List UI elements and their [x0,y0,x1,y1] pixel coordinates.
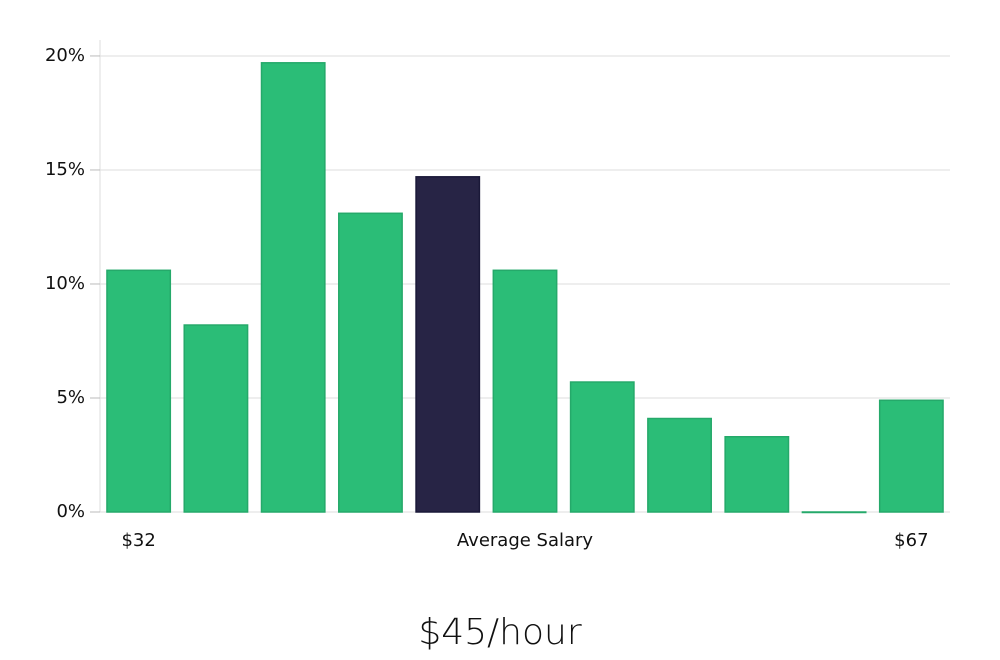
bar [260,62,326,513]
y-tick-label: 0% [56,501,85,522]
chart-subtitle: $45/hour [418,612,582,653]
x-tick-label: $32 [121,530,155,551]
bar [878,399,944,513]
bar [183,324,249,513]
bar [106,269,172,513]
y-tick-label: 10% [45,273,85,294]
bar [569,381,635,513]
bar [647,417,712,513]
bar [338,212,403,513]
y-tick-label: 20% [45,45,85,66]
y-tick-label: 15% [45,159,85,180]
bar [415,176,481,513]
bar [724,436,790,513]
x-axis-label: Average Salary [457,530,594,551]
y-tick-label: 5% [56,387,85,408]
bar [801,511,867,514]
x-tick-label: $67 [894,530,928,551]
bar [492,269,558,513]
